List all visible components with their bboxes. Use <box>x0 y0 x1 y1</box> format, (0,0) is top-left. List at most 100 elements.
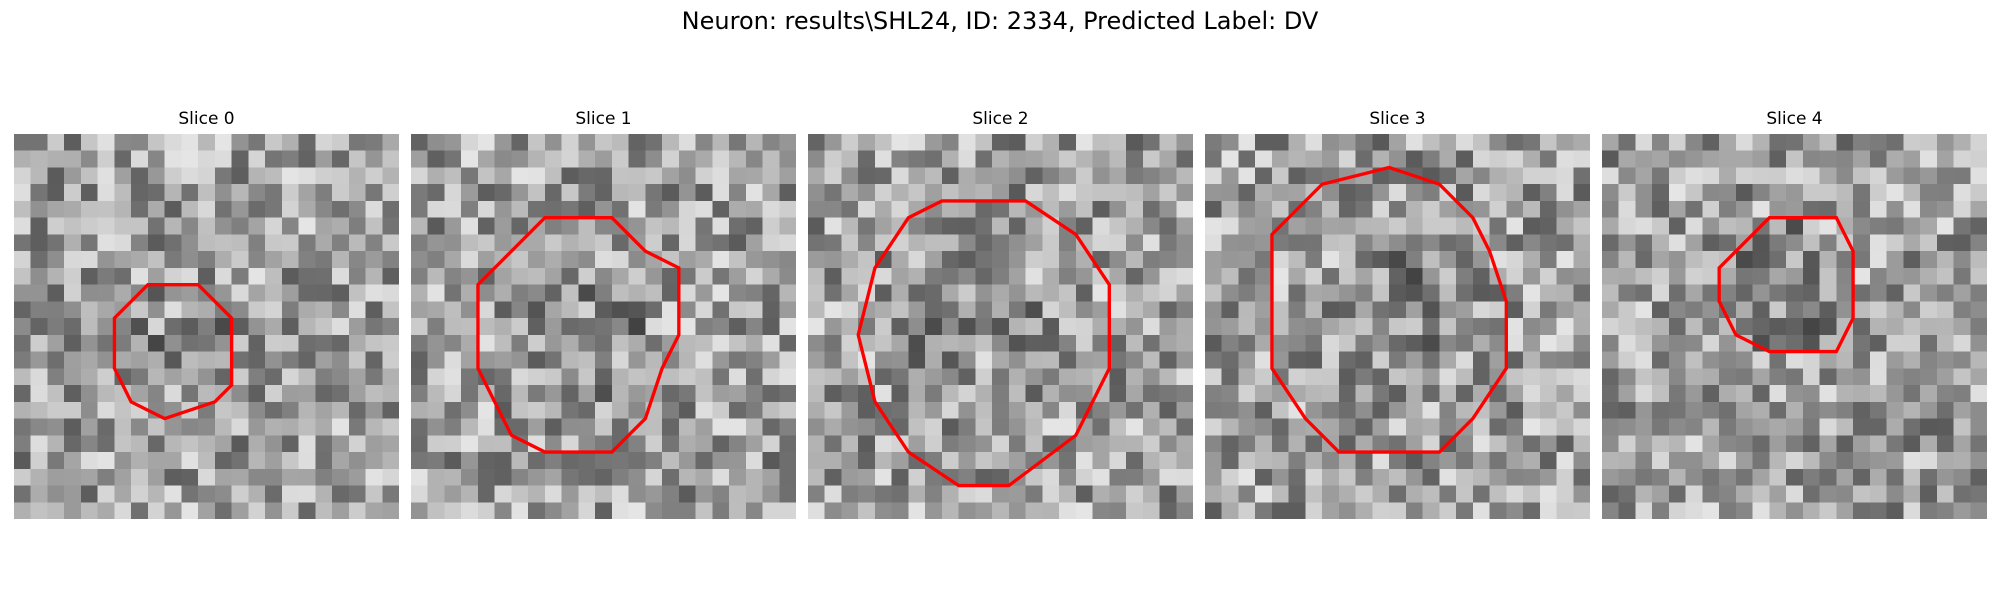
pixel <box>578 401 596 419</box>
pixel <box>1735 385 1753 403</box>
pixel <box>611 284 629 302</box>
pixel <box>1752 134 1770 152</box>
pixel <box>561 150 579 168</box>
pixel <box>1506 485 1524 503</box>
pixel <box>1472 167 1490 185</box>
pixel <box>745 435 763 453</box>
pixel <box>1439 401 1457 419</box>
pixel <box>762 251 780 269</box>
pixel <box>1506 418 1524 436</box>
pixel <box>1735 184 1753 202</box>
pixel <box>147 284 165 302</box>
pixel <box>198 502 216 519</box>
pixel <box>1539 452 1557 470</box>
pixel <box>427 251 445 269</box>
pixel <box>975 200 993 219</box>
pixel <box>80 334 99 352</box>
pixel <box>595 217 613 235</box>
pixel <box>1652 200 1670 219</box>
pixel <box>1802 502 1820 519</box>
pixel <box>1573 301 1590 319</box>
pixel <box>298 234 316 252</box>
pixel <box>528 267 546 285</box>
pixel <box>298 485 316 503</box>
pixel <box>1439 251 1457 269</box>
pixel <box>745 301 763 319</box>
pixel <box>975 150 993 168</box>
pixel <box>1109 502 1127 519</box>
pixel <box>114 150 132 168</box>
pixel <box>1288 234 1306 252</box>
pixel <box>712 150 730 168</box>
pixel <box>1355 217 1373 235</box>
pixel <box>1456 150 1474 168</box>
pixel <box>427 134 445 152</box>
pixel <box>1372 334 1390 352</box>
pixel <box>1602 150 1620 168</box>
pixel <box>1886 267 1904 285</box>
pixel <box>461 284 479 302</box>
pixel <box>1472 284 1490 302</box>
pixel <box>1819 267 1837 285</box>
pixel <box>544 267 562 285</box>
pixel <box>1786 217 1804 235</box>
pixel <box>1719 452 1737 470</box>
pixel <box>1819 150 1837 168</box>
pixel <box>578 167 596 185</box>
pixel <box>147 150 165 168</box>
pixel <box>461 368 479 386</box>
pixel <box>1802 217 1820 235</box>
pixel <box>824 150 842 168</box>
pixel <box>1405 351 1423 369</box>
pixel <box>528 435 546 453</box>
pixel <box>231 385 249 403</box>
pixel <box>97 334 115 352</box>
pixel <box>1008 401 1026 419</box>
pixel <box>231 452 249 470</box>
pixel <box>265 217 283 235</box>
pixel <box>1176 284 1193 302</box>
pixel <box>281 418 299 436</box>
pixel <box>1422 184 1440 202</box>
pixel <box>1221 435 1239 453</box>
pixel <box>779 267 796 285</box>
pixel <box>131 184 149 202</box>
pixel <box>181 385 199 403</box>
pixel <box>382 385 399 403</box>
pixel <box>712 167 730 185</box>
pixel <box>231 267 249 285</box>
pixel <box>1305 217 1323 235</box>
pixel <box>628 351 646 369</box>
pixel <box>1355 468 1373 486</box>
pixel <box>992 368 1010 386</box>
pixel <box>64 502 82 519</box>
pixel <box>1869 251 1887 269</box>
pixel <box>762 435 780 453</box>
pixel <box>1652 301 1670 319</box>
pixel <box>332 150 350 168</box>
pixel <box>1506 351 1524 369</box>
pixel <box>494 385 512 403</box>
pixel <box>298 418 316 436</box>
pixel <box>729 418 747 436</box>
pixel <box>1176 217 1193 235</box>
pixel <box>779 200 796 219</box>
pixel <box>1338 385 1356 403</box>
pixel <box>1936 318 1954 336</box>
pixel <box>528 468 546 486</box>
pixel <box>678 485 696 503</box>
pixel <box>1238 334 1256 352</box>
pixel <box>1025 217 1043 235</box>
pixel <box>1539 418 1557 436</box>
pixel <box>808 251 826 269</box>
pixel <box>1719 284 1737 302</box>
pixel <box>808 368 826 386</box>
pixel <box>1159 234 1177 252</box>
pixel <box>1819 184 1837 202</box>
pixel <box>1920 301 1938 319</box>
pixel <box>1025 318 1043 336</box>
pixel <box>695 435 713 453</box>
pixel <box>695 200 713 219</box>
pixel <box>47 452 65 470</box>
pixel <box>779 468 796 486</box>
